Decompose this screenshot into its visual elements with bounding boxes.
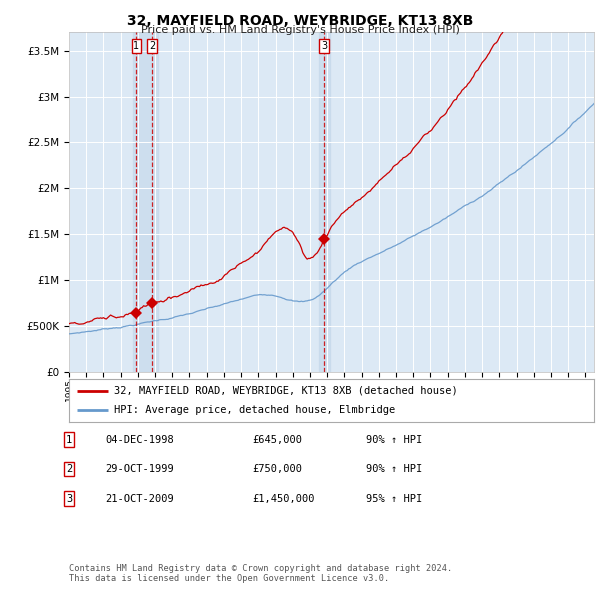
Bar <box>319 32 330 372</box>
Text: 29-OCT-1999: 29-OCT-1999 <box>105 464 174 474</box>
Text: 3: 3 <box>321 41 327 51</box>
Text: Price paid vs. HM Land Registry's House Price Index (HPI): Price paid vs. HM Land Registry's House … <box>140 25 460 35</box>
Text: Contains HM Land Registry data © Crown copyright and database right 2024.
This d: Contains HM Land Registry data © Crown c… <box>69 563 452 583</box>
Text: 04-DEC-1998: 04-DEC-1998 <box>105 435 174 444</box>
Text: 2: 2 <box>66 464 72 474</box>
Text: 2: 2 <box>149 41 155 51</box>
Text: £750,000: £750,000 <box>252 464 302 474</box>
Text: £645,000: £645,000 <box>252 435 302 444</box>
Text: 1: 1 <box>133 41 140 51</box>
Text: 32, MAYFIELD ROAD, WEYBRIDGE, KT13 8XB (detached house): 32, MAYFIELD ROAD, WEYBRIDGE, KT13 8XB (… <box>113 386 457 396</box>
Text: 3: 3 <box>66 494 72 503</box>
Text: 90% ↑ HPI: 90% ↑ HPI <box>366 435 422 444</box>
Text: 21-OCT-2009: 21-OCT-2009 <box>105 494 174 503</box>
Text: 95% ↑ HPI: 95% ↑ HPI <box>366 494 422 503</box>
Text: HPI: Average price, detached house, Elmbridge: HPI: Average price, detached house, Elmb… <box>113 405 395 415</box>
Text: 32, MAYFIELD ROAD, WEYBRIDGE, KT13 8XB: 32, MAYFIELD ROAD, WEYBRIDGE, KT13 8XB <box>127 14 473 28</box>
Text: 90% ↑ HPI: 90% ↑ HPI <box>366 464 422 474</box>
Text: £1,450,000: £1,450,000 <box>252 494 314 503</box>
Bar <box>133 32 158 372</box>
Text: 1: 1 <box>66 435 72 444</box>
